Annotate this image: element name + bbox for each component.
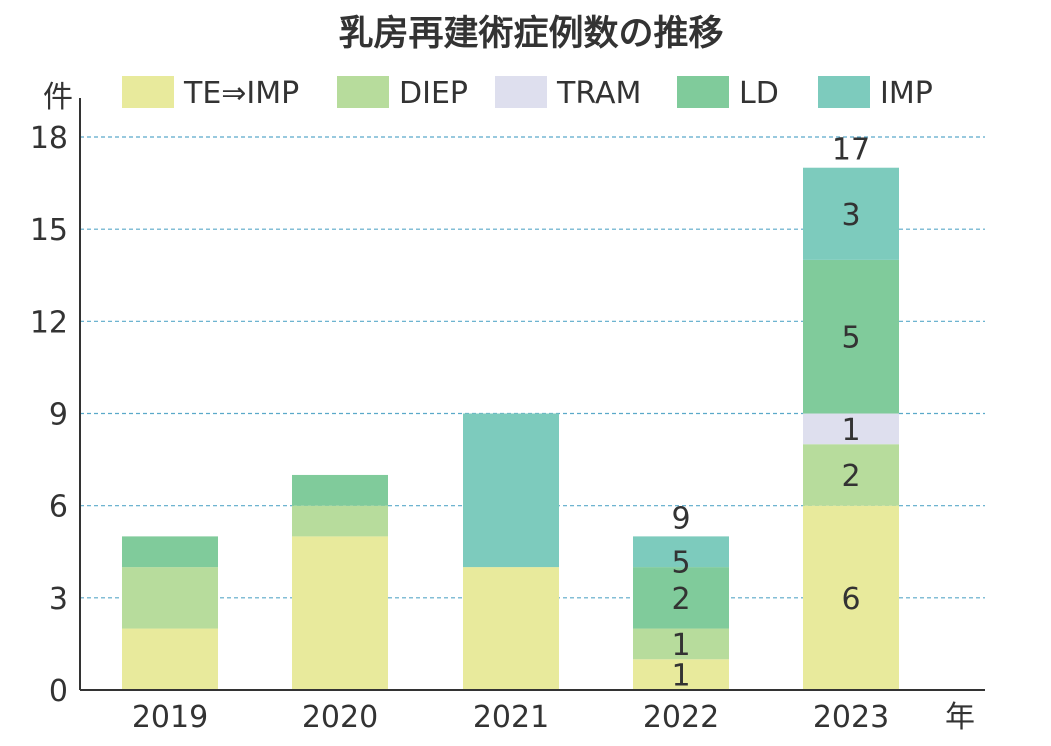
- legend-label-imp: IMP: [880, 76, 933, 111]
- x-tick-label-2020: 2020: [302, 700, 378, 735]
- data-label-2023-tram: 1: [841, 413, 860, 448]
- data-label-2023-te-imp: 6: [841, 582, 860, 617]
- bar-2022-diep: [633, 628, 729, 660]
- data-label-2022-te-imp: 1: [671, 659, 690, 694]
- y-tick-label-9: 9: [49, 398, 68, 433]
- bar-2022-imp: [633, 536, 729, 568]
- bar-2023-imp: [803, 167, 899, 260]
- x-tick-label-2021: 2021: [473, 700, 549, 735]
- data-label-2023-diep: 2: [841, 459, 860, 494]
- legend-label-tram: TRAM: [556, 76, 641, 111]
- legend: TE⇒IMP DIEP TRAM LD IMP: [122, 76, 933, 111]
- legend-label-te-imp: TE⇒IMP: [183, 76, 299, 111]
- x-tick-label-2022: 2022: [643, 700, 719, 735]
- bars: [122, 167, 899, 690]
- bar-2023-te-imp: [803, 505, 899, 690]
- y-tick-label-15: 15: [30, 213, 68, 248]
- bar-2020-ld: [292, 474, 388, 506]
- legend-swatch-te-imp: [122, 76, 174, 108]
- data-label-2022-ld: 2: [671, 582, 690, 617]
- legend-swatch-diep: [337, 76, 389, 108]
- x-tick-label-2019: 2019: [132, 700, 208, 735]
- bar-2021-te-imp: [463, 567, 559, 690]
- bar-2023-diep: [803, 444, 899, 506]
- bar-2022-ld: [633, 567, 729, 629]
- gridlines: [80, 136, 985, 599]
- bar-2021-imp: [463, 413, 559, 568]
- y-tick-label-12: 12: [30, 305, 68, 340]
- data-label-2022-top-0: 5: [671, 545, 690, 580]
- data-label-2023-imp: 3: [841, 198, 860, 233]
- y-tick-label-3: 3: [49, 582, 68, 617]
- data-label-2022-diep: 1: [671, 628, 690, 663]
- y-axis-unit-label: 件: [43, 80, 73, 115]
- legend-label-ld: LD: [739, 76, 779, 111]
- legend-swatch-imp: [818, 76, 870, 108]
- bar-2019-ld: [122, 536, 218, 568]
- legend-swatch-ld: [677, 76, 729, 108]
- bar-2023-tram: [803, 413, 899, 445]
- bar-2020-diep: [292, 505, 388, 537]
- bar-2022-te-imp: [633, 659, 729, 690]
- x-tick-label-2023: 2023: [813, 700, 889, 735]
- data-label-2023-ld: 5: [841, 321, 860, 356]
- bar-2019-diep: [122, 567, 218, 629]
- legend-label-diep: DIEP: [399, 76, 468, 111]
- legend-swatch-tram: [495, 76, 547, 108]
- bar-2019-te-imp: [122, 628, 218, 690]
- total-label-2023: 17: [832, 133, 870, 168]
- x-axis-unit-label: 年: [945, 700, 975, 735]
- chart-title: 乳房再建術症例数の推移: [338, 14, 723, 54]
- y-tick-label-6: 6: [49, 490, 68, 525]
- total-label-2022: 9: [671, 501, 690, 536]
- bar-2020-te-imp: [292, 536, 388, 690]
- y-tick-label-18: 18: [30, 121, 68, 156]
- y-tick-label-0: 0: [49, 674, 68, 709]
- bar-2023-ld: [803, 259, 899, 414]
